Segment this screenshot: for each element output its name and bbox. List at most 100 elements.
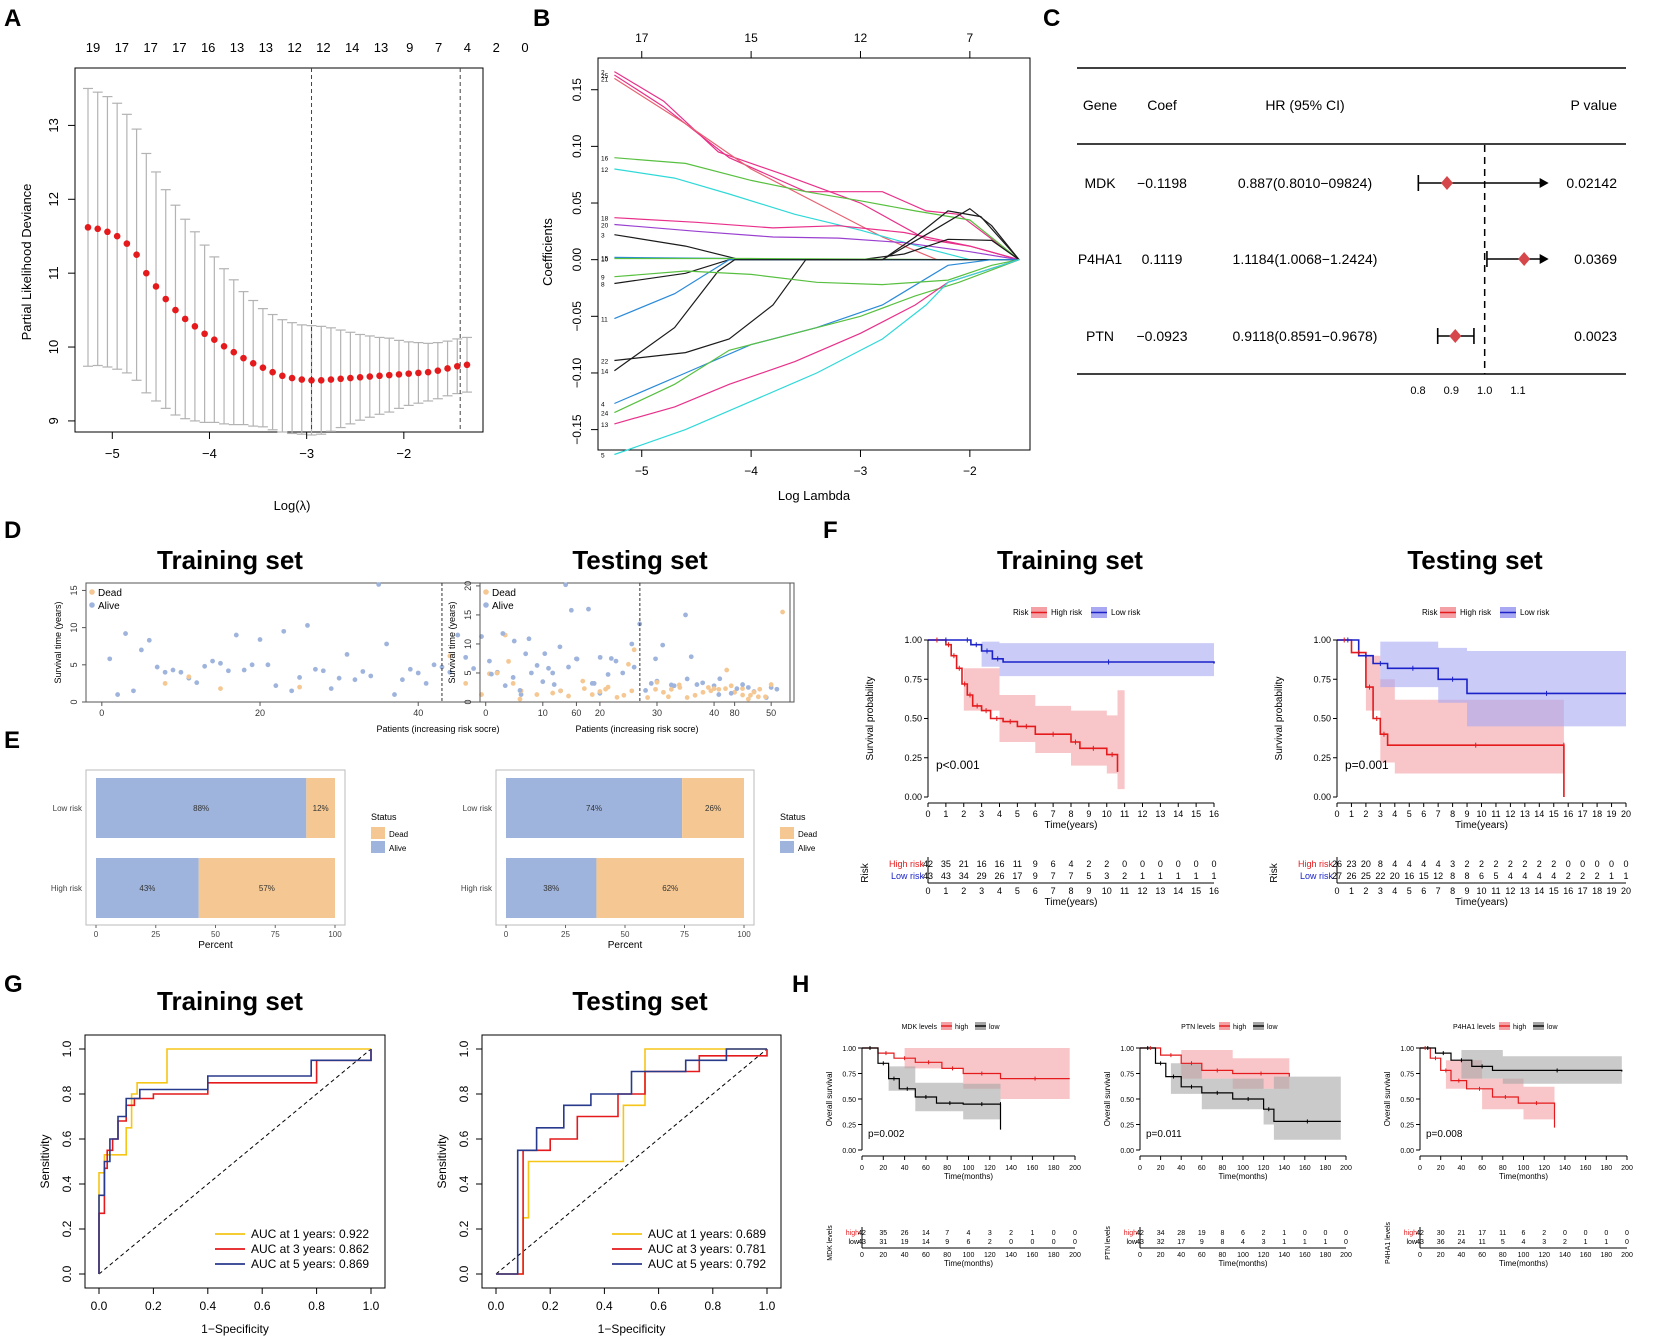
risk-count: 4 [1436, 859, 1441, 869]
risk-count: 16 [977, 859, 987, 869]
p-value: p=0.011 [1146, 1129, 1182, 1140]
top-tick-label: 15 [744, 31, 758, 45]
x-tick-label: 1.0 [1477, 385, 1492, 397]
x-tick-label: 15 [1549, 809, 1559, 819]
risk-count: 31 [879, 1239, 887, 1246]
y-tick-label: 0.75 [842, 1072, 856, 1079]
coef-path-label: 25 [601, 73, 609, 80]
bar-label-alive: 43% [139, 884, 155, 893]
deviance-point [259, 364, 267, 372]
row-hr: 1.1184(1.0068−1.2424) [1233, 251, 1378, 267]
risk-count: 3 [988, 1230, 992, 1237]
risk-x-tick-label: 0 [860, 1252, 864, 1259]
x-tick-label: 40 [901, 1165, 909, 1172]
ci-arrow [1539, 178, 1549, 188]
alive-point [273, 683, 279, 689]
risk-count: 4 [1551, 871, 1556, 881]
coef-path-label: 11 [601, 317, 608, 324]
risk-count: 19 [1198, 1230, 1206, 1237]
category-label: Low risk [463, 804, 493, 813]
alive-point [511, 638, 517, 644]
x-tick-label: 14 [1534, 809, 1544, 819]
x-tick-label: 0.2 [542, 1299, 559, 1313]
risk-count: 2 [1086, 859, 1091, 869]
risk-table-label: Risk [1269, 862, 1280, 882]
x-tick-label: 80 [943, 1165, 951, 1172]
risk-count: 2 [1595, 871, 1600, 881]
deviance-point [84, 224, 92, 231]
category-label: High risk [461, 884, 493, 893]
x-tick-label: 0.6 [650, 1299, 667, 1313]
header-coef: Coef [1147, 97, 1177, 113]
deviance-point [308, 376, 315, 384]
low-curve [1420, 1047, 1623, 1072]
risk-count: 1 [1584, 1239, 1588, 1246]
risk-count: 26 [1346, 871, 1356, 881]
top-tick-label: 14 [345, 40, 359, 55]
risk-x-tick-label: 200 [1621, 1252, 1633, 1259]
row-p: 0.02142 [1566, 175, 1617, 191]
risk-count: 1 [1604, 1239, 1608, 1246]
alive-point [648, 681, 654, 686]
x-tick-label: 40 [709, 708, 719, 718]
deviance-point [366, 373, 374, 380]
deviance-point [453, 362, 461, 370]
x-tick-label: −5 [635, 464, 649, 478]
x-tick-label: 9 [1465, 809, 1470, 819]
panel-a: −5 −4 −3 −2 9 10 11 12 13 19 17 17 17 16 13 13 12 12 14 13 9… [19, 40, 529, 513]
risk-count: 11 [1478, 1239, 1485, 1246]
risk-count: 2 [1537, 859, 1542, 869]
y-axis-label: Survival time (years) [447, 601, 457, 683]
alive-point [542, 651, 548, 657]
header-p: P value [1571, 97, 1618, 113]
risk-x-axis-label: Time(years) [1045, 897, 1098, 908]
alive-point [620, 670, 626, 676]
x-tick-label: 75 [271, 930, 280, 939]
alive-point [265, 662, 271, 668]
y-tick-label: 0.15 [570, 78, 584, 102]
deviance-point [123, 240, 131, 247]
title-f-test: Testing set [1407, 545, 1543, 575]
alive-point [502, 683, 508, 689]
risk-x-tick-label: 1 [943, 886, 948, 896]
risk-count: 0 [1211, 859, 1216, 869]
risk-count: 0 [1563, 1230, 1567, 1237]
y-axis-label: Survival probability [865, 677, 876, 761]
legend-alive-swatch [89, 602, 95, 608]
y-tick-label: 0.2 [60, 1220, 74, 1237]
panel-h-p4ha1: 0.000.250.500.751.000 20 40 60 80 100 120 140 16… [1383, 1022, 1633, 1268]
alive-point [660, 642, 666, 648]
y-tick-label: 0.25 [842, 1123, 856, 1130]
dead-point [494, 670, 500, 676]
y-tick-label: 1.0 [60, 1040, 74, 1057]
top-tick-label: 12 [287, 40, 301, 55]
risk-x-tick-label: 13 [1155, 886, 1165, 896]
row-p: 0.0369 [1574, 251, 1617, 267]
dead-point [581, 686, 587, 692]
row-coef: −0.0923 [1137, 328, 1188, 344]
bar-dead [682, 778, 744, 838]
risk-count: 29 [977, 871, 987, 881]
risk-count: 5 [1086, 871, 1091, 881]
dead-point [447, 653, 453, 659]
risk-count: 43 [941, 871, 951, 881]
risk-count: 0 [1584, 1230, 1588, 1237]
row-coef: 0.1119 [1142, 251, 1183, 267]
legend-high-label: high [1513, 1024, 1526, 1031]
coef-path-label: 15 [601, 255, 609, 262]
y-tick-label: 15 [69, 585, 79, 595]
bar-label-dead: 26% [705, 804, 721, 813]
x-tick-label: 60 [1478, 1165, 1486, 1172]
risk-x-tick-label: 60 [922, 1252, 930, 1259]
low-ci-band [1337, 640, 1626, 727]
x-tick-label: 13 [1155, 809, 1165, 819]
risk-x-tick-label: 40 [1458, 1252, 1466, 1259]
risk-x-tick-label: 3 [1378, 886, 1383, 896]
risk-x-tick-label: 20 [1157, 1252, 1165, 1259]
dead-point [666, 694, 671, 700]
risk-count: 0 [1122, 859, 1127, 869]
x-tick-label: 12 [1137, 809, 1147, 819]
dead-point [517, 696, 523, 702]
x-tick-label: 40 [1177, 1165, 1185, 1172]
x-tick-label: 160 [1299, 1165, 1311, 1172]
